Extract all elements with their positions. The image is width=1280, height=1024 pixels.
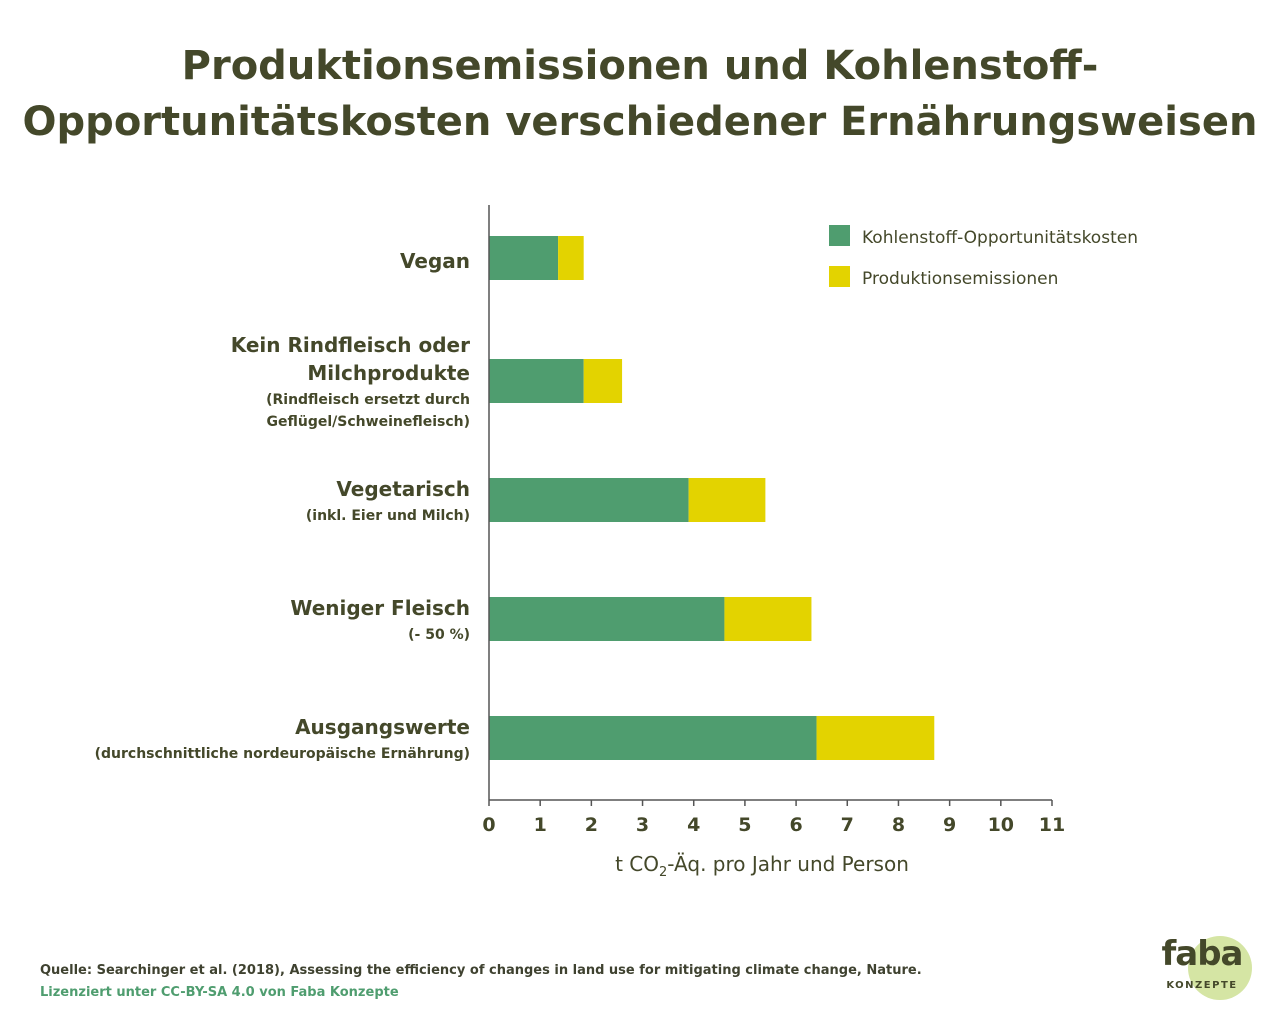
footer: Quelle: Searchinger et al. (2018), Asses… — [40, 960, 922, 1004]
category-label-1-1: Milchprodukte — [307, 361, 470, 385]
category-label-4-0: Ausgangswerte — [295, 715, 470, 739]
logo-wordmark: faba — [1161, 934, 1243, 974]
chart-title-line-2: Opportunitätskosten verschiedener Ernähr… — [22, 99, 1258, 145]
legend-label-1: Produktionsemissionen — [862, 269, 1058, 289]
bar-opportunity-4 — [489, 716, 817, 760]
category-sublabel-4-0: (durchschnittliche nordeuropäische Ernäh… — [95, 746, 470, 762]
category-label-3-0: Weniger Fleisch — [290, 596, 470, 620]
logo-leaf-shape — [1188, 936, 1252, 1000]
legend-swatch-0 — [829, 225, 850, 246]
x-tick-label-11: 11 — [1039, 814, 1065, 836]
category-label-0-0: Vegan — [400, 249, 470, 273]
x-tick-label-3: 3 — [636, 814, 649, 836]
x-tick-label-2: 2 — [585, 814, 598, 836]
faba-logo: faba KONZEPTE — [1148, 932, 1258, 1002]
bar-production-3 — [724, 597, 812, 641]
x-axis-label-subscript: 2 — [659, 865, 667, 880]
bar-opportunity-3 — [489, 597, 725, 641]
x-tick-label-4: 4 — [687, 814, 700, 836]
bar-production-4 — [816, 716, 935, 760]
bar-opportunity-2 — [489, 478, 689, 522]
category-sublabel-1-0: (Rindfleisch ersetzt durch — [266, 392, 470, 408]
bar-production-0 — [558, 236, 584, 280]
x-axis-label: t CO2-Äq. pro Jahr und Person — [615, 852, 909, 880]
category-label-1-0: Kein Rindfleisch oder — [231, 333, 470, 357]
legend-label-0: Kohlenstoff-Opportunitätskosten — [862, 228, 1138, 248]
x-tick-label-5: 5 — [738, 814, 751, 836]
bar-chart: 0 1 2 3 4 5 6 7 8 9 10 11t CO2-Äq. pro Jahr und Per… — [95, 205, 1138, 880]
x-tick-label-10: 10 — [988, 814, 1014, 836]
bar-opportunity-1 — [489, 359, 584, 403]
license-text: Lizenziert unter CC-BY-SA 4.0 von Faba K… — [40, 985, 399, 1000]
category-sublabel-3-0: (- 50 %) — [408, 627, 470, 643]
category-label-2-0: Vegetarisch — [336, 477, 470, 501]
category-sublabel-1-1: Geflügel/Schweinefleisch) — [267, 414, 470, 430]
x-axis-label-pre: t CO — [615, 852, 659, 876]
x-tick-label-1: 1 — [534, 814, 547, 836]
bar-production-1 — [583, 359, 623, 403]
x-axis-label-post: -Äq. pro Jahr und Person — [667, 852, 909, 876]
category-sublabel-2-0: (inkl. Eier und Milch) — [306, 508, 470, 524]
x-tick-label-8: 8 — [892, 814, 905, 836]
x-tick-label-9: 9 — [943, 814, 956, 836]
chart-title-line-1: Produktionsemissionen und Kohlenstoff- — [181, 43, 1099, 89]
source-text: Quelle: Searchinger et al. (2018), Asses… — [40, 963, 922, 978]
bar-opportunity-0 — [489, 236, 559, 280]
chart-title: Produktionsemissionen und Kohlenstoff- O… — [0, 38, 1280, 150]
x-tick-label-7: 7 — [841, 814, 854, 836]
x-tick-label-0: 0 — [482, 814, 495, 836]
legend-swatch-1 — [829, 266, 850, 287]
bar-production-2 — [688, 478, 766, 522]
x-tick-label-6: 6 — [789, 814, 802, 836]
logo-subtitle: KONZEPTE — [1166, 980, 1238, 991]
